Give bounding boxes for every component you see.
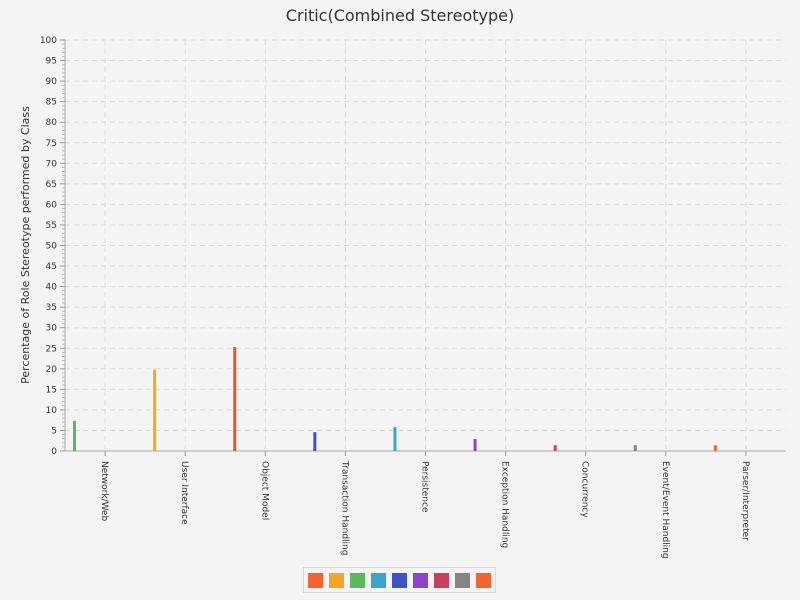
y-tick-label: 30: [46, 324, 58, 334]
x-tick-label: Event/Event Handling: [660, 461, 670, 559]
y-tick-label: 50: [46, 242, 58, 252]
legend-swatch: [434, 572, 449, 588]
y-tick-label: 60: [46, 200, 58, 210]
legend-swatch: [455, 572, 470, 588]
y-tick-label: 45: [46, 262, 57, 272]
y-tick-label: 100: [40, 36, 57, 46]
x-tick-label: Exception Handling: [500, 461, 510, 548]
gridlines: [65, 39, 786, 451]
legend-swatch: [371, 572, 386, 588]
y-tick-label: 65: [46, 180, 57, 190]
bar: [553, 445, 557, 451]
y-tick-label: 95: [46, 57, 57, 67]
y-tick-label: 20: [46, 365, 58, 375]
chart-title: Critic(Combined Stereotype): [285, 6, 515, 25]
legend-swatch: [392, 572, 407, 588]
y-tick-label: 40: [46, 283, 58, 293]
bars: [73, 347, 717, 451]
legend-swatch: [329, 572, 344, 588]
bar: [473, 439, 477, 451]
legend: [303, 567, 496, 593]
bar: [393, 427, 397, 451]
legend-swatch: [476, 572, 491, 588]
y-tick-label: 55: [46, 221, 57, 231]
y-tick-label: 25: [46, 344, 57, 354]
y-tick-label: 80: [46, 118, 58, 128]
y-axis-ticks: 0 5 10 15 20 25 30 35 40 45 50 55 60 65 70 75 80 85 90 95 10…: [40, 36, 65, 457]
y-tick-label: 10: [46, 406, 58, 416]
x-tick-label: Transaction Handling: [339, 460, 349, 555]
bar: [73, 420, 76, 451]
y-tick-label: 75: [46, 139, 57, 149]
x-tick-label: Concurrency: [580, 461, 590, 518]
y-tick-label: 0: [51, 447, 57, 457]
x-tick-label: Persistence: [420, 461, 430, 513]
bar: [153, 369, 157, 451]
x-axis-labels: Network/Web User Interface Object Model Tra…: [99, 460, 750, 559]
y-tick-label: 90: [46, 77, 58, 87]
legend-swatch: [413, 572, 428, 588]
bar: [233, 347, 237, 451]
bar: [713, 445, 717, 451]
y-tick-label: 35: [46, 303, 57, 313]
x-tick-label: Parser/Interpreter: [740, 461, 750, 541]
x-tick-label: Network/Web: [99, 461, 109, 522]
x-tick-label: Object Model: [259, 461, 269, 520]
bar: [313, 432, 317, 451]
y-tick-label: 5: [51, 426, 57, 436]
y-axis-label: Percentage of Role Stereotype performed …: [19, 106, 32, 384]
y-tick-label: 70: [46, 159, 58, 169]
y-tick-label: 15: [46, 385, 57, 395]
legend-swatch: [350, 572, 365, 588]
x-tick-label: User Interface: [179, 461, 189, 525]
legend-swatch: [308, 572, 323, 588]
y-tick-label: 85: [46, 98, 57, 108]
bar: [633, 445, 637, 451]
